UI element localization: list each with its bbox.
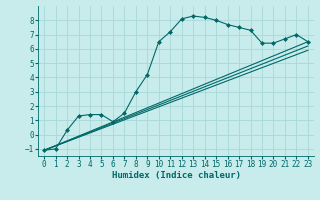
- X-axis label: Humidex (Indice chaleur): Humidex (Indice chaleur): [111, 171, 241, 180]
